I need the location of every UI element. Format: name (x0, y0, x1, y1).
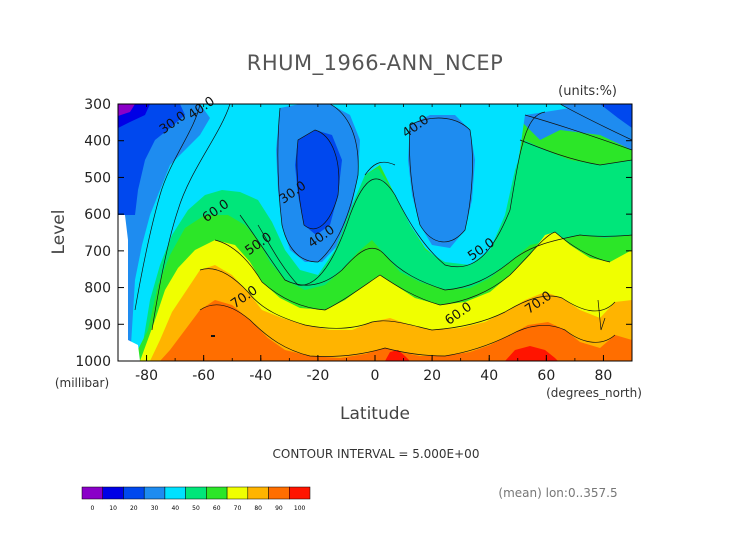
colorbar-swatch (268, 486, 290, 500)
colorbar-swatch (164, 486, 186, 500)
y-tick-label: 800 (84, 281, 111, 297)
units-label: (units:%) (558, 84, 617, 99)
contour-field (118, 104, 632, 361)
colorbar-swatch (247, 486, 269, 500)
cell-left-inner (295, 130, 342, 235)
y-unit-label: (millibar) (55, 376, 109, 390)
band-purple-corner (118, 104, 135, 116)
y-tick-label: 900 (84, 317, 111, 333)
x-tick-label: 0 (371, 368, 380, 384)
colorbar-swatch (143, 486, 166, 500)
y-axis-title: Level (49, 210, 69, 255)
colorbar-swatch (206, 486, 228, 500)
band-red-spot-2 (505, 346, 558, 361)
y-tick-label: 500 (84, 170, 111, 186)
band-90-100 (160, 300, 632, 361)
x-tick-label: 40 (480, 368, 498, 384)
colorbar-label: 20 (130, 505, 138, 512)
x-tick-label: -80 (135, 368, 158, 384)
band-nh-corner (600, 104, 632, 128)
y-tick-label: 300 (84, 97, 111, 113)
colorbar-swatch (226, 486, 249, 500)
colorbar-swatch (102, 486, 124, 500)
colorbar-label: 90 (275, 505, 283, 512)
cell-right-outer (408, 115, 475, 248)
band-40-50 (118, 104, 632, 361)
colorbar-label: 30 (151, 505, 159, 512)
colorbar-label: 60 (213, 505, 221, 512)
x-tick-label: -20 (306, 368, 329, 384)
x-tick-label: -40 (249, 368, 272, 384)
y-axis: 300 400 500 600 700 800 900 1000 (75, 97, 632, 370)
x-tick-label: -60 (192, 368, 215, 384)
colorbar-swatch (289, 486, 311, 500)
y-tick-label: 400 (84, 134, 111, 150)
x-axis-title: Latitude (340, 404, 410, 424)
colorbar-swatch (185, 486, 207, 500)
small-mark (211, 335, 215, 337)
colorbar-label: 10 (109, 505, 117, 512)
footnote: (mean) lon:0..357.5 (498, 486, 617, 500)
colorbar-swatch (123, 486, 145, 500)
y-tick-label: 1000 (75, 354, 111, 370)
colorbar-label: 0 (90, 505, 94, 512)
band-20-30-left (118, 104, 185, 215)
contour-lines (134, 104, 632, 357)
x-tick-label: 80 (595, 368, 613, 384)
colorbar-label: 70 (234, 505, 242, 512)
colorbar-swatch (81, 486, 103, 500)
y-tick-label: 700 (84, 244, 111, 260)
y-tick-label: 600 (84, 207, 111, 223)
colorbar-label: 80 (254, 505, 262, 512)
contour-interval-text: CONTOUR INTERVAL = 5.000E+00 (273, 447, 480, 461)
x-tick-label: 20 (423, 368, 441, 384)
x-tick-label: 60 (537, 368, 555, 384)
x-unit-label: (degrees_north) (546, 386, 642, 400)
x-axis: -80 -60 -40 -20 0 20 40 60 80 (117, 104, 633, 384)
colorbar: 0 10 20 30 40 50 60 70 80 90 100 (81, 486, 311, 512)
chart-title: RHUM_1966-ANN_NCEP (247, 51, 504, 76)
colorbar-label: 50 (192, 505, 200, 512)
colorbar-label: 100 (294, 505, 306, 512)
colorbar-label: 40 (171, 505, 179, 512)
